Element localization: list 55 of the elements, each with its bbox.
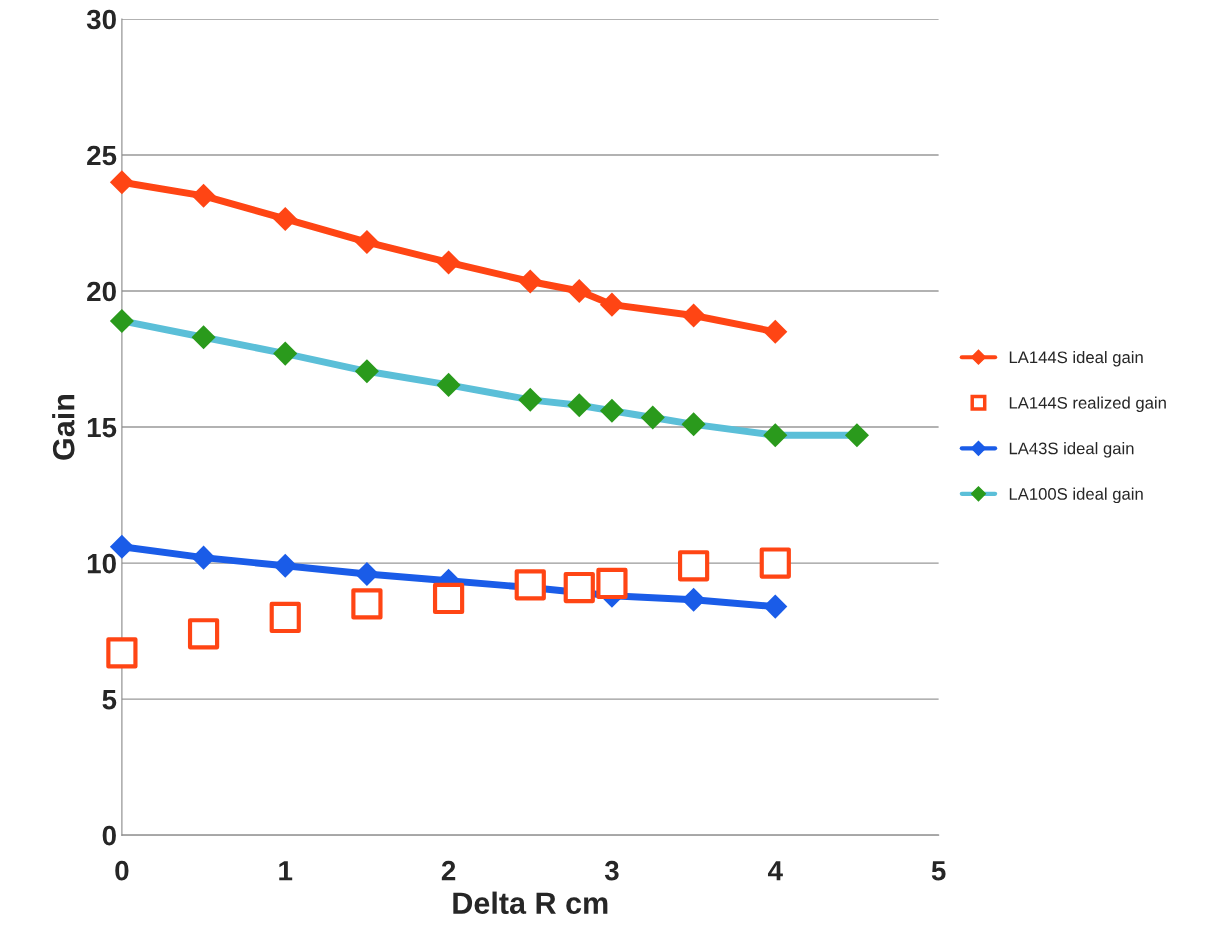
x-axis-title: Delta R cm bbox=[453, 891, 608, 915]
point bbox=[681, 303, 706, 328]
point bbox=[436, 250, 461, 275]
x-tick-label: 1 bbox=[279, 861, 293, 881]
y-axis-title: Gain bbox=[52, 394, 75, 460]
point bbox=[640, 405, 665, 430]
point bbox=[599, 292, 624, 317]
point bbox=[106, 637, 138, 669]
x-tick-label: 2 bbox=[441, 860, 456, 881]
point bbox=[514, 569, 546, 601]
legend-label: LA100S ideal gain bbox=[1009, 487, 1143, 504]
point bbox=[354, 359, 379, 384]
point bbox=[844, 423, 869, 448]
y-tick-label: 20 bbox=[87, 281, 116, 302]
point bbox=[599, 398, 624, 423]
x-tick-label: 4 bbox=[767, 861, 783, 881]
point bbox=[759, 547, 791, 579]
point bbox=[273, 341, 298, 366]
legend-label: LA144S ideal gain bbox=[1009, 350, 1143, 367]
point bbox=[436, 372, 461, 397]
point bbox=[763, 594, 788, 619]
x-tick-label: 5 bbox=[931, 861, 946, 881]
point bbox=[269, 601, 301, 634]
point bbox=[567, 279, 592, 304]
point bbox=[273, 206, 298, 231]
y-tick-label: 0 bbox=[102, 825, 116, 846]
y-tick-label: 10 bbox=[87, 553, 116, 574]
point bbox=[109, 308, 134, 333]
point bbox=[187, 618, 220, 650]
point bbox=[191, 325, 216, 350]
y-tick-label: 25 bbox=[87, 145, 117, 166]
y-tick-label: 30 bbox=[86, 9, 116, 30]
point bbox=[681, 412, 706, 437]
point bbox=[351, 588, 383, 620]
point bbox=[109, 170, 134, 195]
point bbox=[518, 269, 543, 294]
point bbox=[191, 545, 216, 570]
legend-label: LA43S ideal gain bbox=[1009, 442, 1134, 458]
point bbox=[354, 230, 379, 255]
point bbox=[273, 553, 298, 578]
point bbox=[763, 423, 788, 448]
y-tick-label: 15 bbox=[87, 418, 117, 438]
point bbox=[567, 393, 592, 418]
point bbox=[354, 561, 379, 586]
point bbox=[677, 550, 710, 582]
point bbox=[563, 571, 595, 604]
point bbox=[432, 582, 465, 615]
point bbox=[681, 587, 706, 612]
y-tick-label: 5 bbox=[102, 690, 117, 710]
legend-label: LA144S realized gain bbox=[1009, 396, 1166, 413]
point bbox=[518, 387, 543, 412]
point bbox=[596, 567, 628, 600]
point bbox=[191, 183, 216, 208]
point bbox=[763, 319, 788, 344]
x-tick-label: 3 bbox=[604, 860, 619, 881]
